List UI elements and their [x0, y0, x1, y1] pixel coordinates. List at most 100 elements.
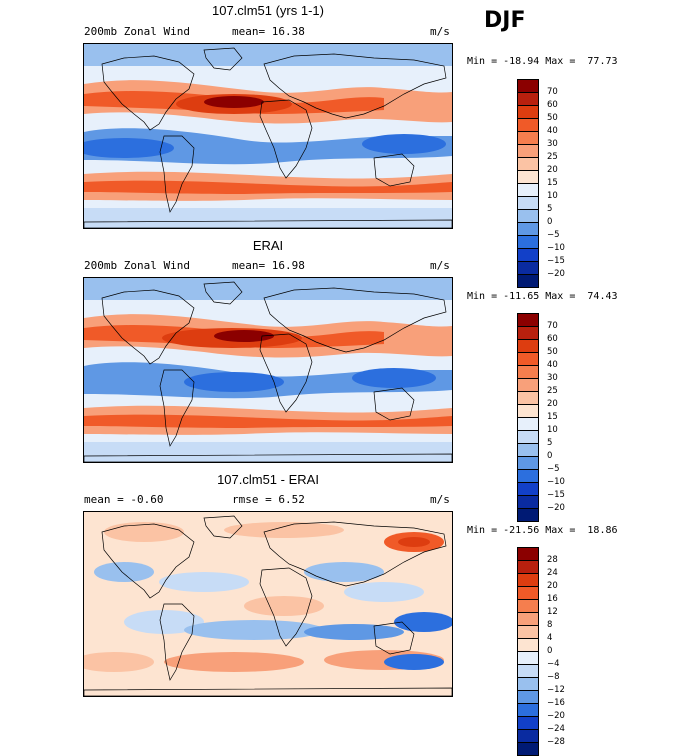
panel-title: ERAI	[252, 238, 284, 253]
colorbar-label: −20	[547, 269, 565, 279]
colorbar-label: 8	[547, 620, 553, 630]
colorbar-swatch	[517, 235, 539, 249]
colorbar-label: 25	[547, 386, 558, 396]
colorbar-swatch	[517, 677, 539, 691]
min-max-label: Min = -21.56 Max = 18.86	[467, 525, 618, 536]
colorbar-swatch	[517, 495, 539, 509]
colorbar-label: 4	[547, 633, 553, 643]
panel-title: 107.clm51 (yrs 1-1)	[212, 3, 324, 18]
colorbar-swatch	[517, 326, 539, 340]
colorbar-label: 50	[547, 347, 558, 357]
colorbar-label: −20	[547, 503, 565, 513]
panel-title: 107.clm51 - ERAI	[217, 472, 319, 487]
colorbar-swatch	[517, 118, 539, 132]
colorbar-label: 10	[547, 191, 558, 201]
colorbar-swatch	[517, 144, 539, 158]
colorbar-swatch	[517, 430, 539, 444]
colorbar-label: −15	[547, 256, 565, 266]
colorbar-swatch	[517, 131, 539, 145]
zonal-wind-map	[84, 44, 452, 228]
colorbar-swatch	[517, 729, 539, 743]
panel-mean-label: mean= 16.38	[232, 25, 305, 38]
colorbar-label: 24	[547, 568, 558, 578]
colorbar-swatch	[517, 261, 539, 275]
colorbar-swatch	[517, 417, 539, 431]
colorbar-swatch	[517, 248, 539, 262]
colorbar-swatch	[517, 274, 539, 288]
colorbar-swatch	[517, 105, 539, 119]
colorbar-label: 20	[547, 581, 558, 591]
colorbar-swatch	[517, 339, 539, 353]
colorbar-swatch	[517, 469, 539, 483]
colorbar-swatch	[517, 313, 539, 327]
colorbar-label: −20	[547, 711, 565, 721]
panel-units-label: m/s	[430, 25, 450, 38]
colorbar-label: 30	[547, 373, 558, 383]
colorbar-swatch	[517, 690, 539, 704]
zonal-wind-map	[84, 512, 452, 696]
colorbar-swatch	[517, 651, 539, 665]
season-label: DJF	[484, 8, 526, 33]
colorbar-label: 5	[547, 204, 553, 214]
zonal-wind-map	[84, 278, 452, 462]
colorbar-swatch	[517, 92, 539, 106]
colorbar-label: −10	[547, 477, 565, 487]
colorbar-swatch	[517, 560, 539, 574]
colorbar-label: 5	[547, 438, 553, 448]
colorbar-swatch	[517, 586, 539, 600]
colorbar-label: 50	[547, 113, 558, 123]
colorbar-label: 0	[547, 451, 553, 461]
colorbar-label: 0	[547, 646, 553, 656]
colorbar-swatch	[517, 170, 539, 184]
min-max-label: Min = -11.65 Max = 74.43	[467, 291, 618, 302]
colorbar-swatch	[517, 625, 539, 639]
colorbar-swatch	[517, 352, 539, 366]
colorbar-swatch	[517, 742, 539, 756]
colorbar-swatch	[517, 196, 539, 210]
colorbar-swatch	[517, 664, 539, 678]
colorbar-label: 70	[547, 87, 558, 97]
colorbar-swatch	[517, 183, 539, 197]
colorbar-label: 0	[547, 217, 553, 227]
map-plot	[83, 43, 453, 229]
colorbar-label: −4	[547, 659, 560, 669]
colorbar-label: −12	[547, 685, 565, 695]
colorbar-label: 30	[547, 139, 558, 149]
panel-units-label: m/s	[430, 493, 450, 506]
colorbar-swatch	[517, 703, 539, 717]
colorbar-swatch	[517, 391, 539, 405]
colorbar-label: 10	[547, 425, 558, 435]
colorbar-swatch	[517, 547, 539, 561]
colorbar-label: 16	[547, 594, 558, 604]
colorbar-label: 15	[547, 412, 558, 422]
colorbar-label: 12	[547, 607, 558, 617]
panel-units-label: m/s	[430, 259, 450, 272]
colorbar-label: 20	[547, 165, 558, 175]
min-max-label: Min = -18.94 Max = 77.73	[467, 56, 618, 67]
colorbar-swatch	[517, 157, 539, 171]
colorbar-label: −5	[547, 230, 560, 240]
panel-rmse-label: rmse = 6.52	[232, 493, 305, 506]
colorbar-label: 40	[547, 360, 558, 370]
colorbar-label: −28	[547, 737, 565, 747]
colorbar-swatch	[517, 404, 539, 418]
colorbar-swatch	[517, 378, 539, 392]
colorbar-swatch	[517, 716, 539, 730]
panel-left-label: 200mb Zonal Wind	[84, 25, 190, 38]
colorbar-swatch	[517, 573, 539, 587]
map-plot	[83, 277, 453, 463]
colorbar-label: 40	[547, 126, 558, 136]
colorbar-swatch	[517, 482, 539, 496]
colorbar-label: 70	[547, 321, 558, 331]
colorbar-label: 60	[547, 100, 558, 110]
colorbar-swatch	[517, 443, 539, 457]
colorbar-label: 25	[547, 152, 558, 162]
colorbar-label: 28	[547, 555, 558, 565]
colorbar-swatch	[517, 638, 539, 652]
colorbar-label: 20	[547, 399, 558, 409]
colorbar-swatch	[517, 508, 539, 522]
colorbar-label: −5	[547, 464, 560, 474]
panel-mean-label: mean= 16.98	[232, 259, 305, 272]
colorbar-swatch	[517, 456, 539, 470]
colorbar-swatch	[517, 79, 539, 93]
